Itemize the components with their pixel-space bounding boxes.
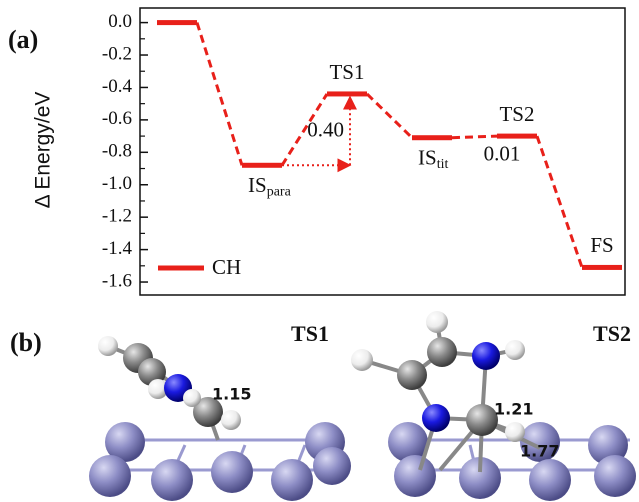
y-tick-label: 0.0 bbox=[108, 11, 132, 32]
panel-label: (a) bbox=[8, 25, 38, 54]
y-tick-label: -0.4 bbox=[102, 76, 133, 97]
y-tick-label: -0.8 bbox=[102, 141, 132, 162]
connector bbox=[537, 136, 582, 267]
structure-title: TS2 bbox=[593, 321, 631, 346]
connector bbox=[367, 94, 412, 138]
connector bbox=[452, 136, 497, 138]
molecule-ts2 bbox=[351, 311, 540, 472]
level-label: IS bbox=[418, 146, 437, 170]
distance-label: 1.77 bbox=[520, 442, 559, 461]
y-tick-label: -0.6 bbox=[102, 108, 132, 129]
y-tick-label: -1.4 bbox=[102, 238, 133, 259]
pt-atoms-ts1 bbox=[89, 422, 351, 501]
distance-label: 1.21 bbox=[494, 400, 533, 419]
barrier-label: 0.01 bbox=[484, 142, 521, 166]
level-subscript: para bbox=[267, 185, 292, 200]
figure: 0.0 -0.2 -0.4 -0.6 -0.8 -1.0 -1.2 -1.4 -1.6 Δ Ene… bbox=[0, 0, 639, 502]
plot-frame bbox=[140, 8, 625, 295]
level-subscript: tit bbox=[437, 157, 449, 172]
level-label: TS1 bbox=[329, 60, 364, 84]
energy-level bbox=[497, 134, 537, 139]
level-label: TS2 bbox=[499, 102, 534, 126]
y-tick-label: -0.2 bbox=[102, 43, 132, 64]
y-tick-label: -1.2 bbox=[102, 206, 132, 227]
y-tick-label: -1.0 bbox=[102, 173, 132, 194]
energy-level bbox=[242, 163, 282, 168]
structure-title: TS1 bbox=[291, 321, 329, 346]
energy-level bbox=[412, 135, 452, 140]
y-tick-label: -1.6 bbox=[102, 270, 132, 291]
level-label: FS bbox=[590, 233, 613, 257]
legend-label: CH bbox=[212, 255, 241, 279]
panel-label: (b) bbox=[10, 328, 42, 357]
connector bbox=[197, 23, 242, 166]
y-axis-label: Δ Energy/eV bbox=[32, 92, 55, 209]
level-label: IS bbox=[248, 173, 267, 197]
energy-level bbox=[582, 265, 622, 270]
barrier-label: 0.40 bbox=[307, 117, 344, 141]
distance-label: 1.15 bbox=[212, 385, 251, 404]
energy-level bbox=[157, 20, 197, 25]
structures: (b) TS1 1.15 TS2 1.21 1.77 bbox=[10, 311, 636, 501]
energy-chart: 0.0 -0.2 -0.4 -0.6 -0.8 -1.0 -1.2 -1.4 -1.6 Δ Ene… bbox=[8, 8, 625, 295]
energy-level bbox=[327, 91, 367, 96]
